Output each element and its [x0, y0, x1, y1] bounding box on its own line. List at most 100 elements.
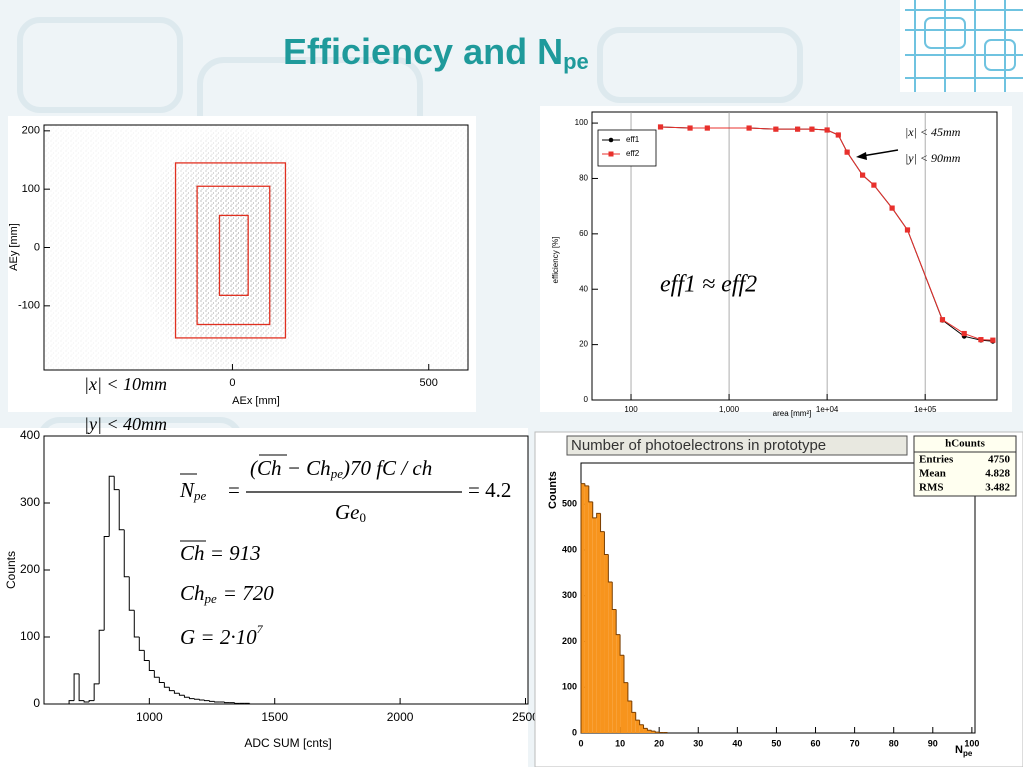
bar-outline	[198, 699, 205, 701]
x-tick-label: 90	[928, 738, 938, 748]
y-tick-label: 200	[20, 562, 40, 576]
bar-outline	[214, 701, 220, 703]
npe-histogram: 0 10 20 30 40 50 60 70 80 90 100 0 100 200 300 400 500	[562, 462, 979, 748]
bar-outline	[113, 476, 120, 491]
legend-marker	[608, 137, 614, 143]
stats-frame	[913, 435, 1017, 497]
x-tick-label: 1e+04	[816, 405, 839, 414]
bar	[616, 634, 621, 733]
marker	[773, 126, 779, 132]
x-axis-label: ADC SUM [cnts]	[244, 736, 331, 750]
cut-region	[218, 214, 249, 296]
marker	[978, 337, 984, 343]
bar	[600, 531, 605, 733]
bar	[596, 513, 601, 733]
formula-text: )70 fC / ch	[342, 456, 432, 480]
plot-area	[580, 462, 976, 734]
y-tick-label: 200	[562, 636, 577, 646]
formula-denominator: Ge0	[335, 500, 366, 525]
x-axis-label: Npe	[955, 744, 973, 758]
y-tick-label: 300	[562, 590, 577, 600]
y-tick-label: 100	[562, 682, 577, 692]
y-axis-label: AEy [mm]	[8, 223, 20, 271]
bar-outline	[118, 489, 125, 531]
stats-value: 4750	[988, 454, 1011, 466]
stats-box: hCounts Entries 4750 Mean 4.828 RMS 3.48…	[913, 435, 1017, 497]
bar-outline	[611, 581, 617, 610]
marker	[657, 124, 664, 130]
x-tick-label: 0	[229, 377, 235, 389]
bar-outline	[168, 687, 175, 692]
bar-outline	[108, 475, 115, 537]
y-tick-label: 500	[562, 499, 577, 509]
bar-outline	[78, 673, 85, 702]
bar	[604, 554, 609, 733]
bar-outline	[209, 700, 215, 702]
formula-subscript: pe	[330, 466, 344, 481]
marker	[704, 125, 710, 131]
formula-eq: =	[228, 478, 240, 502]
bar	[608, 581, 613, 733]
bar-outline	[580, 483, 585, 733]
axes: 0 500 -100 0 100 200	[18, 125, 438, 389]
scatter-chart: 0 500 -100 0 100 200	[18, 124, 469, 389]
bar	[581, 483, 585, 733]
bar-outline	[224, 701, 230, 704]
marker	[746, 125, 752, 131]
bar	[639, 724, 644, 733]
x-axis-label-text: N	[955, 744, 963, 756]
x-tick-label: 10	[615, 738, 625, 748]
bar	[584, 485, 589, 733]
marker	[889, 205, 895, 211]
annotation: |x| < 10mm	[84, 374, 167, 394]
bar-outline	[596, 512, 601, 518]
bar-outline	[133, 610, 140, 638]
legend-label: eff2	[626, 149, 640, 158]
efficiency-chart: 100 1,000 1e+04 1e+05 0 20 40 60 80 100 eff1 eff2	[575, 111, 998, 414]
formula-text: Ge	[335, 500, 360, 524]
formula: Npe = (Ch − Chpe)70 fC / ch Ge0 = 4.2 Ch…	[179, 454, 511, 649]
arrow-head	[856, 152, 867, 160]
bar-outline	[148, 660, 155, 671]
bar-outline	[88, 700, 95, 702]
marker	[871, 182, 877, 188]
bar-outline	[183, 695, 190, 698]
cut-region	[196, 185, 271, 326]
bar-outline	[138, 637, 145, 651]
bar-outline	[158, 677, 165, 684]
bar-outline	[128, 576, 135, 611]
bar-outline	[584, 483, 589, 487]
corner-decoration	[900, 0, 1023, 92]
series-line	[660, 126, 993, 341]
y-tick-label: 0	[584, 395, 589, 404]
bar-outline	[103, 536, 110, 631]
marker	[904, 227, 911, 233]
marker	[961, 330, 967, 337]
y-tick-label: 0	[572, 727, 577, 737]
bar	[592, 517, 597, 733]
cut-region	[174, 162, 287, 339]
stats-value: 3.482	[985, 482, 1010, 494]
bar-outline	[646, 728, 652, 731]
plot-area	[591, 111, 998, 401]
marker	[859, 172, 866, 178]
bar-outline	[603, 531, 609, 556]
x-tick-label: 2000	[387, 710, 414, 724]
y-tick-label: 0	[33, 696, 40, 710]
bar	[635, 720, 640, 733]
x-tick-label: 1e+05	[914, 405, 937, 414]
stats-title: hCounts	[945, 438, 985, 450]
y-tick-label: 20	[579, 340, 588, 349]
bar-outline	[163, 682, 170, 688]
x-axis-label-subscript: pe	[963, 749, 973, 758]
bar-outline	[639, 720, 644, 726]
bar-outline	[600, 513, 605, 533]
slide-title: Efficiency and Npe	[283, 31, 589, 74]
x-tick-label: 60	[811, 738, 821, 748]
bar-outline	[619, 634, 624, 656]
bar-outline	[83, 700, 90, 703]
y-axis-label: Counts	[4, 551, 18, 589]
bar	[612, 609, 617, 733]
